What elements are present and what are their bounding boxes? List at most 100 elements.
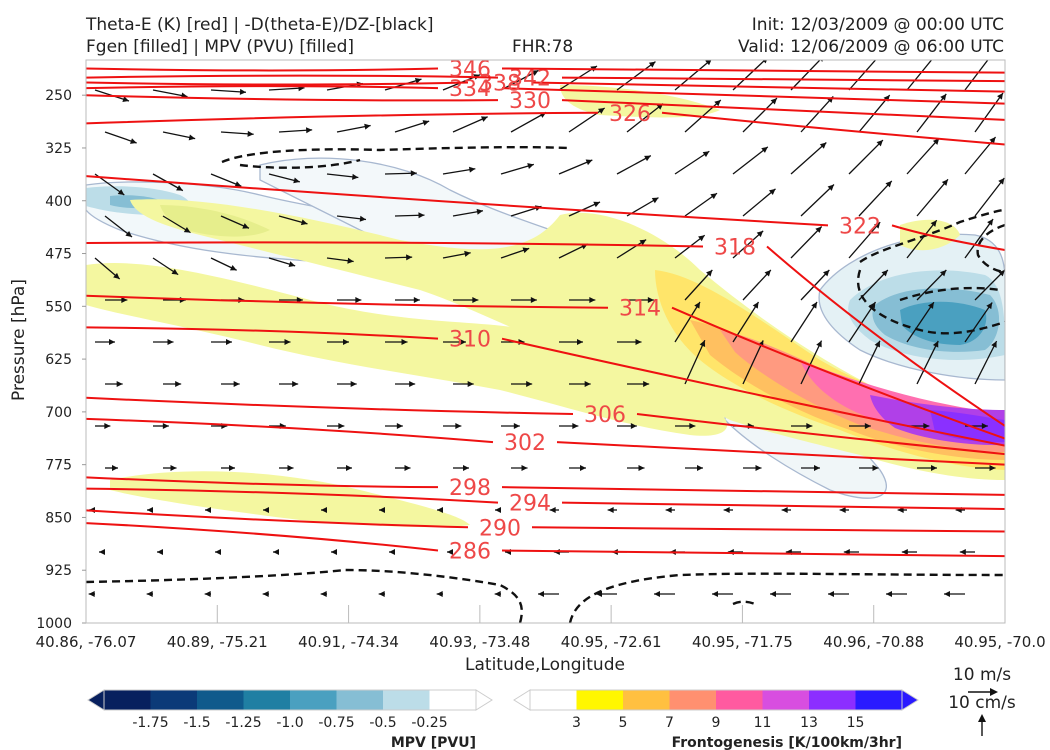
wind-vector [723,507,733,513]
wind-vector [790,301,818,343]
wind-vector [221,465,235,471]
wind-vector [732,60,767,91]
fgen-band-mid [86,263,728,436]
theta-e-label-342: 342 [509,67,551,92]
wind-vector [858,180,893,217]
wind-vector [964,218,994,259]
wind-vector [559,423,579,429]
wind-vector [220,215,250,229]
mpv-colorbar-tick-label: -0.25 [411,715,447,731]
wind-vector [205,507,211,513]
wind-vector [511,465,528,471]
wind-vector [394,212,425,219]
wind-vector [665,507,675,513]
wind-vector [384,170,417,177]
theta-e-label-330: 330 [509,89,551,114]
fgen-colorbar-cell [855,690,902,710]
wind-vector [616,239,647,259]
wind-vector [800,340,823,385]
wind-vector [105,297,128,303]
filled-fields [86,85,1005,528]
fgen-lower-band [110,471,470,528]
wind-vector [104,215,133,238]
theta-e-line-334 [86,85,1005,105]
fgen-colorbar-tick-label: 15 [847,715,865,731]
wind-vector [500,163,535,175]
wind-vector [153,423,169,429]
forecast-hour: FHR:78 [512,37,574,57]
wind-vector [263,507,269,513]
theta-e-line-314 [86,294,1005,440]
y-tick-label: 775 [45,458,72,474]
fgen-colorbar-cell [576,690,623,710]
y-tick-label: 925 [45,563,72,579]
wind-vector [742,269,772,301]
x-tick-label: 40.95, -70.0 [954,633,1045,651]
wind-vector [944,591,965,597]
theta-e-line-322 [86,175,1005,251]
fgen-colorbar-label: Frontogenesis [K/100km/3hr] [672,735,902,750]
wind-vector [790,226,823,259]
wind-vector [974,177,1005,217]
fgen-colorbar: 3 5 7 9 11 13 15 Frontogenesis [K/100km/3hr] [513,689,919,750]
theta-e-label-298: 298 [449,476,491,501]
wind-vector [617,423,637,429]
theta-e-label-326: 326 [609,102,651,127]
wind-vector [901,549,917,555]
fgen-band-upper [130,199,1005,480]
wind-vector [732,146,769,175]
theta-e-contours: 2862902942983023063103143183223263303343… [86,60,1005,565]
wind-vector [279,465,294,471]
mpv-colorbar-tick-label: -0.5 [369,715,396,731]
mpv-colorbar-tick-label: -1.5 [183,715,210,731]
wind-ref-vertical-head [978,714,986,722]
wind-vector [675,423,696,429]
wind-vector [273,549,279,555]
theta-e-line-286 [86,522,1005,558]
wind-vector [269,339,291,345]
y-tick-label: 700 [45,405,72,421]
wind-vector [964,302,993,343]
wind-vector [320,591,327,597]
stability-contours [86,145,1005,623]
wind-vector [849,423,871,429]
wind-vector [162,131,196,141]
theta-e-label-286: 286 [449,540,491,565]
fgen-colorbar-tick-label: 3 [572,715,581,731]
wind-vector [336,123,371,133]
wind-vector [105,381,123,387]
wind-vector [568,201,601,217]
wind-vector [743,465,762,471]
wind-vector [153,339,174,345]
wind-vector [326,173,359,180]
wind-vector [538,591,559,597]
wind-vector [146,591,153,597]
stability-upper2 [239,158,361,169]
theta-e-label-290: 290 [479,516,521,541]
x-tick-label: 40.95, -72.61 [561,633,662,651]
init-time: Init: 12/03/2009 @ 00:00 UTC [751,15,1004,35]
wind-vector [442,166,476,175]
wind-vector [684,340,706,385]
theta-e-label-306: 306 [584,403,626,428]
wind-vector [558,159,593,175]
wind-vector [268,257,296,268]
wind-vector [742,97,778,133]
mpv-colorbar-extend-low [87,689,105,711]
wind-vector [378,591,385,597]
wind-vector [674,150,710,175]
wind-vector [975,465,996,471]
wind-vector [549,507,559,513]
mpv-colorbar-extend-high [475,689,493,711]
wind-vector [384,254,413,261]
mpv-colorbar-cell [383,690,430,710]
theta-e-line-330 [86,94,1005,121]
theta-e-line-290 [86,509,1005,533]
x-tick-label: 40.86, -76.07 [36,633,137,651]
wind-vector [916,269,947,301]
wind-vector [791,423,813,429]
y-tick-label: 625 [45,352,72,368]
theta-e-line-302 [86,417,1005,466]
wind-vector [162,215,191,234]
fgen-colorbar-cell [623,690,670,710]
